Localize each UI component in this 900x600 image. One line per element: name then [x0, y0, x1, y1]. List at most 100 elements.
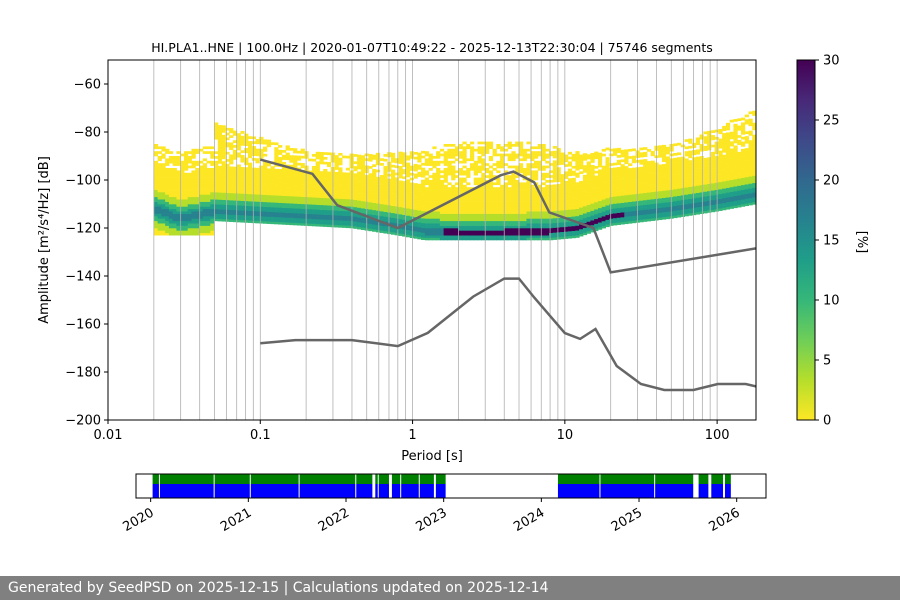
heatmap-cell: [285, 147, 290, 151]
heatmap-cell: [338, 181, 343, 185]
heatmap-cell: [278, 212, 283, 215]
heatmap-cell: [722, 166, 727, 170]
heatmap-cell: [409, 223, 415, 226]
heatmap-cell: [522, 184, 527, 188]
heatmap-cell: [451, 228, 456, 231]
heatmap-cell: [326, 207, 332, 211]
heatmap-cell: [293, 157, 298, 161]
heatmap-cell: [526, 196, 531, 200]
heatmap-cell: [718, 150, 723, 154]
heatmap-cell: [503, 216, 509, 219]
heatmap-cell: [315, 168, 320, 172]
heatmap-cell: [643, 168, 648, 172]
heatmap-cell: [221, 216, 226, 220]
heatmap-cell: [530, 216, 535, 219]
heatmap-cell: [533, 206, 539, 210]
heatmap-cell: [214, 151, 219, 154]
heatmap-cell: [725, 194, 731, 198]
heatmap-cell: [210, 187, 215, 190]
heatmap-cell: [375, 198, 381, 202]
heatmap-cell: [492, 199, 497, 202]
heatmap-cell: [210, 218, 215, 222]
heatmap-cell: [413, 233, 418, 237]
heatmap-cell: [345, 172, 351, 176]
heatmap-cell: [545, 156, 550, 159]
heatmap-cell: [240, 169, 245, 173]
heatmap-cell: [202, 228, 208, 231]
heatmap-cell: [661, 147, 667, 150]
heatmap-cell: [458, 192, 463, 195]
heatmap-cell: [187, 194, 192, 198]
heatmap-cell: [251, 184, 256, 188]
heatmap-cell: [477, 187, 482, 190]
heatmap-cell: [722, 185, 727, 189]
heatmap-cell: [334, 222, 339, 226]
heatmap-cell: [338, 172, 343, 175]
heatmap-cell: [259, 187, 264, 190]
heatmap-cell: [462, 208, 467, 212]
heatmap-cell: [285, 186, 290, 189]
heatmap-cell: [153, 165, 159, 169]
heatmap-cell: [240, 140, 245, 144]
heatmap-cell: [684, 168, 689, 171]
heatmap-cell: [643, 204, 648, 208]
heatmap-cell: [338, 212, 343, 216]
heatmap-cell: [308, 175, 313, 179]
heatmap-cell: [236, 171, 241, 175]
heatmap-cell: [567, 192, 573, 196]
heatmap-cell: [236, 152, 241, 156]
heatmap-cell: [646, 197, 652, 200]
heatmap-cell: [658, 210, 663, 213]
heatmap-cell: [402, 193, 407, 196]
heatmap-cell: [165, 218, 170, 222]
heatmap-cell: [319, 219, 324, 222]
heatmap-cell: [281, 188, 287, 192]
heatmap-cell: [541, 225, 546, 229]
heatmap-cell: [639, 217, 644, 220]
heatmap-cell: [214, 132, 219, 135]
heatmap-cell: [582, 206, 588, 209]
heatmap-cell: [229, 219, 234, 222]
heatmap-cell: [443, 213, 448, 217]
heatmap-cell: [748, 142, 753, 146]
heatmap-cell: [424, 153, 430, 157]
heatmap-cell: [281, 190, 287, 194]
heatmap-cell: [530, 199, 535, 202]
heatmap-cell: [537, 153, 542, 157]
heatmap-cell: [308, 199, 313, 203]
heatmap-cell: [658, 214, 663, 218]
heatmap-cell: [176, 213, 181, 217]
heatmap-cell: [616, 203, 622, 206]
heatmap-cell: [507, 192, 512, 195]
heatmap-cell: [232, 145, 238, 148]
heatmap-cell: [537, 206, 542, 210]
heatmap-cell: [232, 209, 238, 213]
heatmap-cell: [360, 160, 366, 163]
heatmap-cell: [153, 232, 159, 236]
heatmap-cell: [375, 181, 381, 185]
heatmap-cell: [571, 173, 576, 176]
heatmap-cell: [665, 197, 670, 200]
heatmap-cell: [247, 193, 253, 197]
heatmap-cell: [240, 200, 245, 204]
heatmap-cell: [168, 175, 174, 178]
heatmap-cell: [168, 182, 174, 186]
heatmap-cell: [575, 172, 580, 176]
heatmap-cell: [413, 187, 418, 191]
heatmap-cell: [443, 220, 448, 224]
heatmap-cell: [202, 220, 208, 224]
heatmap-cell: [424, 235, 430, 238]
heatmap-cell: [485, 206, 490, 210]
heatmap-cell: [673, 177, 678, 180]
heatmap-cell: [658, 154, 663, 158]
heatmap-cell: [195, 194, 200, 198]
heatmap-cell: [567, 180, 573, 184]
heatmap-cell: [658, 205, 663, 209]
heatmap-cell: [733, 164, 738, 168]
heatmap-cell: [428, 189, 433, 193]
heatmap-cell: [469, 158, 475, 162]
heatmap-cell: [281, 181, 287, 184]
heatmap-cell: [195, 199, 200, 202]
heatmap-cell: [323, 152, 328, 155]
heatmap-cell: [469, 213, 475, 217]
